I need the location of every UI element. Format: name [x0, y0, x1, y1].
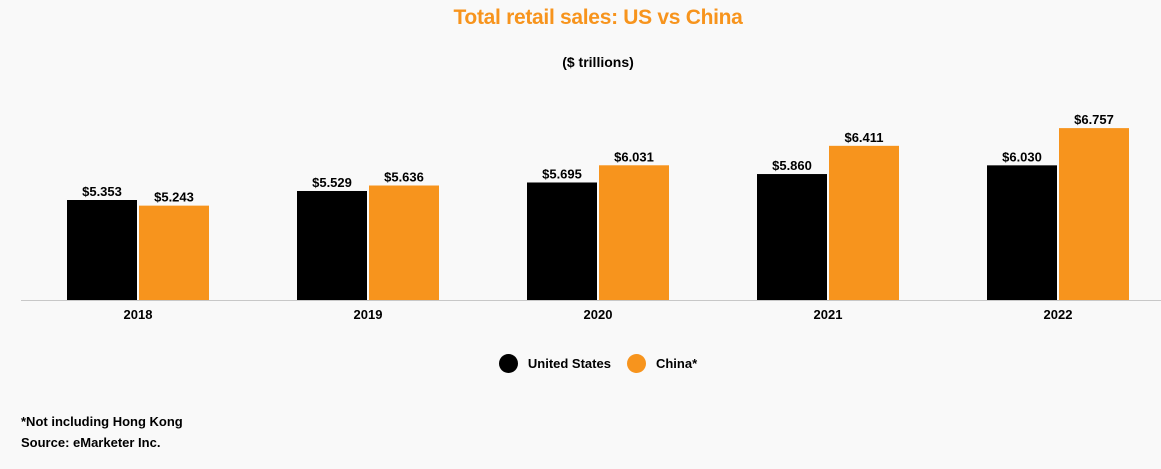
- legend-label-china: China*: [655, 356, 698, 371]
- data-label-us-2022: $6.030: [1002, 149, 1042, 164]
- x-tick-label-2018: 2018: [124, 307, 153, 322]
- bar-china-2021: [829, 145, 899, 300]
- data-label-china-2020: $6.031: [614, 149, 654, 164]
- data-label-china-2021: $6.411: [844, 130, 883, 145]
- footnote-source: Source: eMarketer Inc.: [21, 435, 161, 450]
- data-label-china-2018: $5.243: [154, 190, 194, 205]
- legend: United States China*: [0, 354, 1161, 373]
- legend-swatch-china: [626, 354, 646, 373]
- data-label-us-2018: $5.353: [82, 184, 122, 199]
- x-tick-label-2021: 2021: [814, 307, 843, 322]
- footnote-note: *Not including Hong Kong: [21, 414, 183, 429]
- data-label-us-2019: $5.529: [312, 175, 352, 190]
- legend-item-china: China*: [626, 354, 698, 373]
- footnote: *Not including Hong Kong Source: eMarket…: [21, 411, 183, 453]
- data-label-china-2019: $5.636: [384, 170, 424, 185]
- legend-label-us: United States: [527, 356, 611, 371]
- chart-title: Total retail sales: US vs China: [453, 6, 743, 29]
- legend-item-us: United States: [498, 354, 611, 373]
- bar-us-2022: [987, 165, 1057, 300]
- legend-swatch-us: [498, 354, 518, 373]
- bar-us-2020: [527, 182, 597, 300]
- x-tick-label-2022: 2022: [1044, 307, 1073, 322]
- bar-china-2018: [139, 205, 209, 300]
- bar-us-2018: [67, 200, 137, 300]
- bar-chart: $5.353 $5.243 2018 $5.529 $5.636 2019 $5.695 $6…: [21, 112, 1161, 322]
- data-label-us-2021: $5.860: [772, 158, 812, 173]
- bar-china-2019: [369, 185, 439, 300]
- x-tick-label-2020: 2020: [584, 307, 613, 322]
- x-tick-label-2019: 2019: [354, 307, 383, 322]
- data-label-us-2020: $5.695: [542, 166, 582, 181]
- chart-subtitle: ($ trillions): [562, 54, 634, 70]
- bar-us-2019: [297, 190, 367, 300]
- bar-us-2021: [757, 174, 827, 300]
- bar-china-2020: [599, 165, 669, 300]
- bar-china-2022: [1059, 128, 1129, 300]
- data-label-china-2022: $6.757: [1074, 112, 1114, 127]
